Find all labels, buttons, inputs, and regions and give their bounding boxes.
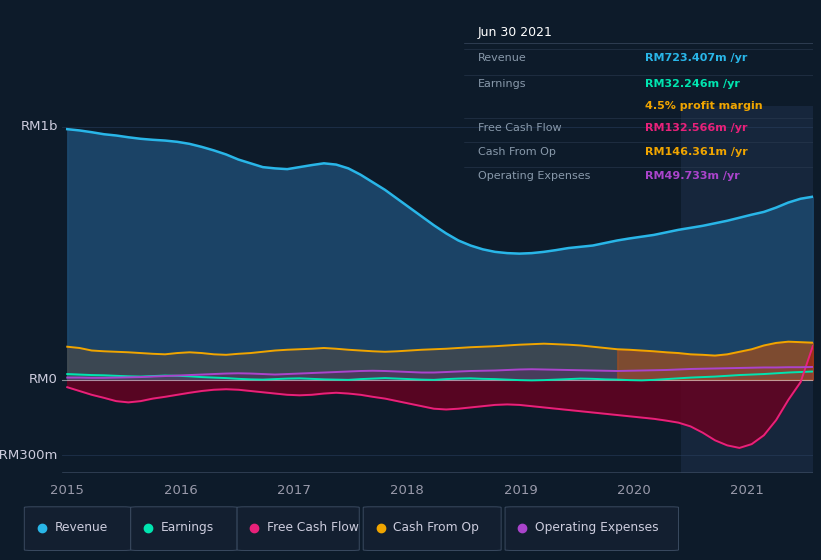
Text: Earnings: Earnings — [478, 80, 526, 90]
Text: RM0: RM0 — [29, 373, 57, 386]
Text: 4.5% profit margin: 4.5% profit margin — [645, 101, 763, 111]
Text: Free Cash Flow: Free Cash Flow — [267, 521, 359, 534]
Text: Cash From Op: Cash From Op — [478, 147, 556, 157]
FancyBboxPatch shape — [131, 507, 237, 550]
Text: Operating Expenses: Operating Expenses — [535, 521, 658, 534]
Bar — [681, 106, 813, 473]
Text: Cash From Op: Cash From Op — [393, 521, 479, 534]
FancyBboxPatch shape — [363, 507, 501, 550]
Text: RM32.246m /yr: RM32.246m /yr — [645, 80, 741, 90]
Text: Revenue: Revenue — [478, 53, 526, 63]
Text: Revenue: Revenue — [54, 521, 108, 534]
Text: Operating Expenses: Operating Expenses — [478, 171, 590, 181]
Text: Earnings: Earnings — [161, 521, 214, 534]
Text: RM49.733m /yr: RM49.733m /yr — [645, 171, 740, 181]
Text: RM1b: RM1b — [21, 120, 57, 133]
FancyBboxPatch shape — [25, 507, 131, 550]
FancyBboxPatch shape — [505, 507, 678, 550]
Text: RM132.566m /yr: RM132.566m /yr — [645, 123, 748, 133]
FancyBboxPatch shape — [237, 507, 360, 550]
Text: -RM300m: -RM300m — [0, 449, 57, 462]
Text: RM146.361m /yr: RM146.361m /yr — [645, 147, 748, 157]
Text: Free Cash Flow: Free Cash Flow — [478, 123, 562, 133]
Text: RM723.407m /yr: RM723.407m /yr — [645, 53, 748, 63]
Text: Jun 30 2021: Jun 30 2021 — [478, 26, 553, 39]
